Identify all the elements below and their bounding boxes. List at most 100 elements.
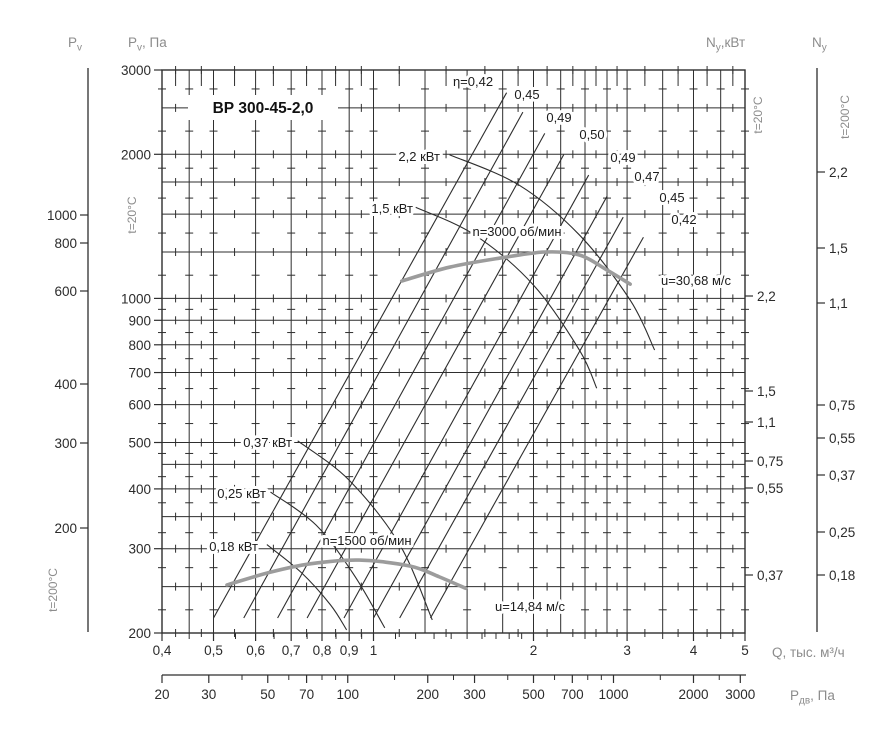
pdv-tick-label: 2000	[678, 687, 708, 702]
main-pressure-axis-header: Pv, Па	[128, 35, 167, 54]
pv-tick-label: 200	[54, 521, 77, 536]
speed-label: n=3000 об/мин	[472, 224, 561, 239]
efficiency-line	[373, 196, 608, 619]
pv-axis-header: Pv	[68, 35, 82, 54]
efficiency-label: 0,50	[579, 127, 604, 142]
pdv-tick-label: 3000	[725, 687, 755, 702]
power-curve	[297, 440, 433, 621]
nu20-tick-label: 0,55	[757, 481, 783, 496]
title-backing	[188, 95, 338, 120]
pdv-tick-label: 100	[336, 687, 359, 702]
power-curve-label: 0,25 кВт	[217, 486, 266, 501]
power-curve	[449, 154, 656, 351]
efficiency-label: 0,49	[546, 110, 571, 125]
nu20-tick-label: 0,75	[757, 454, 783, 469]
efficiency-line	[243, 111, 524, 619]
fan-curve-n1500	[225, 558, 468, 591]
efficiency-line	[399, 216, 624, 619]
nu200-tick-label: 0,18	[829, 568, 855, 583]
efficiency-label: 0,42	[671, 212, 696, 227]
nu20-tick-label: 0,37	[757, 568, 783, 583]
y-tick-label: 2000	[121, 147, 151, 162]
pv-tick-label: 600	[54, 284, 77, 299]
power-curve	[415, 206, 598, 389]
efficiency-line	[343, 174, 590, 619]
pv-left-axis: 1000 800 600 400 300 200 Pv Pv, Па	[47, 35, 167, 632]
pv-tick-label: 800	[54, 236, 77, 251]
efficiency-label: η=0,42	[453, 74, 493, 89]
pdv-tick-label: 700	[561, 687, 584, 702]
pdv-tick-label: 200	[416, 687, 439, 702]
x-tick-label: 0,6	[246, 643, 265, 658]
y-tick-label: 900	[128, 313, 151, 328]
y-tick-label: 200	[128, 626, 151, 641]
y-tick-label: 3000	[121, 63, 151, 78]
efficiency-line	[306, 154, 565, 619]
minor-cross-ticks	[158, 66, 749, 637]
y-tick-label: 300	[128, 542, 151, 557]
temp-label-right-outer: t=200°C	[838, 95, 852, 139]
pdv-tick-label: 50	[260, 687, 275, 702]
pv-tick-label: 300	[54, 436, 77, 451]
power-curve	[270, 491, 386, 629]
tip-speed-label: u=14,84 м/с	[495, 599, 566, 614]
pv-tick-label: 1000	[47, 208, 77, 223]
fan-pressure-curves	[225, 250, 632, 591]
temp-label-left-outer: t=200°C	[46, 568, 60, 612]
y-tick-label: 500	[128, 436, 151, 451]
power-curves	[266, 154, 656, 631]
efficiency-label: 0,45	[659, 190, 684, 205]
nu200-tick-label: 2,2	[829, 165, 848, 180]
x-tick-label: 1	[370, 643, 378, 658]
efficiency-label: 0,45	[514, 87, 539, 102]
main-axes: 200 300 400 500 600 700 800 900 1000 2000 3000 0,4 0…	[121, 63, 845, 660]
x-tick-label: 0,8	[313, 643, 332, 658]
nu20-tick-label: 1,5	[757, 384, 776, 399]
pdv-axis-unit-label: Pдв, Па	[790, 688, 835, 707]
q-axis-unit-label: Q, тыс. м³/ч	[772, 645, 845, 660]
y-tick-label: 800	[128, 338, 151, 353]
temp-label-right-inner: t=20°C	[751, 96, 765, 133]
pdv-tick-label: 20	[154, 687, 169, 702]
nu200-axis-header: Nу	[812, 35, 827, 54]
fan-curve-n3000	[399, 250, 632, 286]
pdv-axis: 20 30 50 70 100 200 300 500 700 1000 2000 3000 Pдв, …	[154, 674, 835, 707]
nu200-tick-label: 0,75	[829, 398, 855, 413]
x-tick-label: 0,5	[204, 643, 223, 658]
power-curve-label: 1,5 кВт	[371, 201, 413, 216]
efficiency-label: 0,49	[610, 150, 635, 165]
power-curve	[266, 544, 348, 631]
x-tick-label: 0,9	[340, 643, 359, 658]
nu20-tick-label: 2,2	[757, 289, 776, 304]
efficiency-line	[277, 133, 546, 619]
speed-label: n=1500 об/мин	[322, 533, 411, 548]
power-curve-label: 2,2 кВт	[398, 149, 440, 164]
nu200-tick-label: 0,37	[829, 468, 855, 483]
pdv-tick-label: 70	[299, 687, 314, 702]
x-tick-label: 5	[741, 643, 749, 658]
nu200-tick-label: 1,1	[829, 296, 848, 311]
plot-border	[161, 69, 746, 634]
y-tick-label: 400	[128, 482, 151, 497]
pdv-tick-label: 300	[463, 687, 486, 702]
temp-label-left-inner: t=20°C	[125, 196, 139, 233]
tip-speed-label: u=30,68 м/с	[661, 273, 732, 288]
nu200-tick-label: 0,55	[829, 431, 855, 446]
x-tick-label: 2	[530, 643, 538, 658]
efficiency-lines	[213, 92, 644, 619]
nu20-tick-label: 1,1	[757, 415, 776, 430]
x-tick-label: 4	[690, 643, 698, 658]
chart-title: ВР 300-45-2,0	[213, 100, 314, 117]
temperature-labels: t=20°C t=200°C t=20°C t=200°C	[46, 95, 852, 612]
pdv-tick-label: 1000	[598, 687, 628, 702]
y-tick-label: 1000	[121, 291, 151, 306]
y-tick-label: 600	[128, 398, 151, 413]
efficiency-line	[213, 92, 508, 619]
nu-axis-20c: 2,2 1,5 1,1 0,75 0,55 0,37 Nу,кВт	[706, 35, 783, 583]
efficiency-line	[430, 236, 644, 619]
nu200-tick-label: 1,5	[829, 241, 848, 256]
pdv-tick-label: 500	[522, 687, 545, 702]
plot-labels: η=0,420,450,490,500,490,470,450,422,2 кВ…	[188, 71, 735, 617]
